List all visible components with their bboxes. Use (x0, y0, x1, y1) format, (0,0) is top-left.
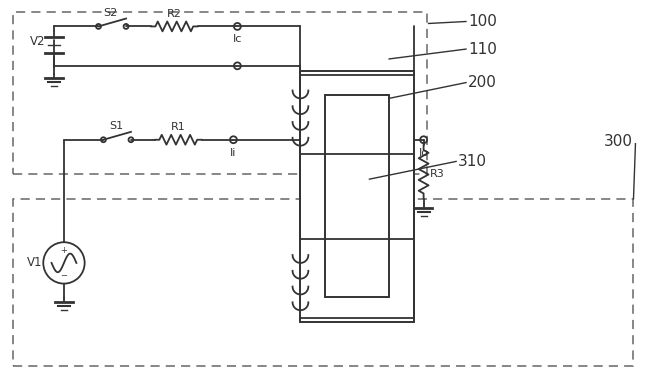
Text: 310: 310 (458, 154, 487, 169)
Text: R3: R3 (430, 169, 445, 179)
Text: R2: R2 (167, 9, 182, 19)
Circle shape (230, 136, 237, 143)
Text: S1: S1 (109, 121, 123, 131)
Circle shape (420, 136, 427, 143)
Circle shape (234, 23, 241, 30)
Text: +: + (61, 246, 67, 255)
Text: Io: Io (418, 147, 428, 158)
Bar (325, 96, 389, 298)
Text: 200: 200 (468, 75, 497, 90)
Bar (13, 12, 426, 174)
Circle shape (101, 137, 106, 142)
Text: Ic: Ic (233, 34, 242, 44)
Text: −: − (60, 271, 67, 280)
Bar (301, 71, 414, 322)
Bar (13, 199, 633, 366)
Text: V2: V2 (30, 35, 45, 48)
Circle shape (128, 137, 134, 142)
Text: 300: 300 (604, 134, 633, 149)
Circle shape (234, 63, 241, 69)
Text: V1: V1 (26, 257, 42, 269)
Circle shape (96, 24, 101, 29)
Text: Ii: Ii (230, 147, 237, 158)
Text: S2: S2 (103, 8, 118, 18)
Text: 110: 110 (468, 42, 497, 56)
Text: R1: R1 (171, 122, 186, 132)
Circle shape (124, 24, 128, 29)
Text: 100: 100 (468, 14, 497, 29)
